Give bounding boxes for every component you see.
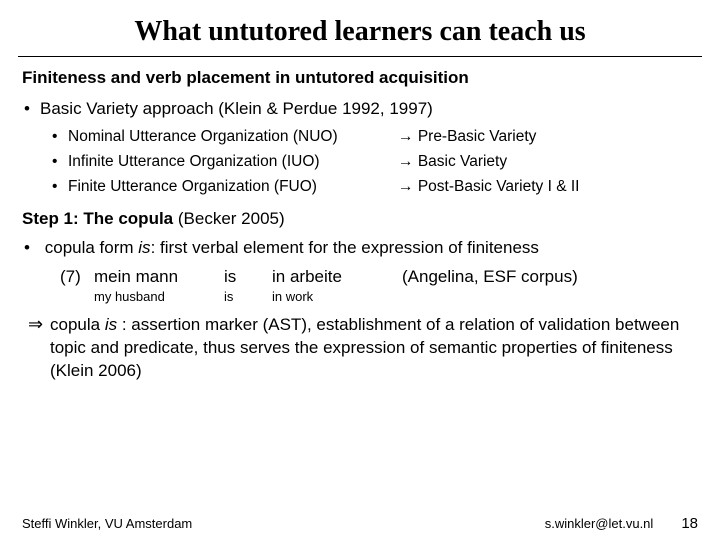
gloss-col4 (402, 288, 698, 306)
concl-post: : assertion marker (AST), establishment … (50, 315, 679, 380)
copula-is: is (138, 238, 150, 257)
conclusion-text: copula is : assertion marker (AST), esta… (50, 314, 698, 383)
example-block: (7) mein mann is in arbeite (Angelina, E… (60, 266, 698, 306)
bullet-basic-variety: Basic Variety approach (Klein & Perdue 1… (40, 98, 698, 121)
sub-bullet-iuo: Infinite Utterance Organization (IUO) → … (68, 152, 698, 173)
sub-bullet-right: → Basic Variety (398, 152, 698, 173)
slide-body: Finiteness and verb placement in untutor… (0, 67, 720, 383)
double-arrow-icon: ⇒ (28, 314, 50, 383)
slide: What untutored learners can teach us Fin… (0, 0, 720, 540)
gloss-col1: my husband (94, 288, 224, 306)
conclusion: ⇒ copula is : assertion marker (AST), es… (28, 314, 698, 383)
arrow-icon: → (398, 178, 414, 195)
sub-bullet-right: → Pre-Basic Variety (398, 127, 698, 148)
concl-pre: copula (50, 315, 105, 334)
example-number: (7) (60, 266, 94, 289)
example-row-gloss: my husband is in work (60, 288, 698, 306)
example-col3: in arbeite (272, 266, 402, 289)
sub-bullet-left: Finite Utterance Organization (FUO) (68, 177, 398, 198)
footer-right: s.winkler@let.vu.nl 18 (545, 515, 698, 532)
example-col2: is (224, 266, 272, 289)
arrow-icon: → (398, 128, 414, 145)
sub-bullet-right-text: Pre-Basic Variety (418, 128, 537, 145)
sub-bullet-left: Infinite Utterance Organization (IUO) (68, 152, 398, 173)
page-number: 18 (681, 515, 698, 532)
sub-bullet-right-text: Basic Variety (418, 153, 507, 170)
sub-bullet-nuo: Nominal Utterance Organization (NUO) → P… (68, 127, 698, 148)
bullet-copula: copula form is: first verbal element for… (40, 237, 698, 260)
footer-email: s.winkler@let.vu.nl (545, 516, 654, 531)
footer: Steffi Winkler, VU Amsterdam s.winkler@l… (0, 515, 720, 532)
subheading: Finiteness and verb placement in untutor… (22, 67, 698, 90)
example-source: (Angelina, ESF corpus) (402, 266, 698, 289)
footer-author: Steffi Winkler, VU Amsterdam (22, 516, 192, 531)
sub-bullet-left: Nominal Utterance Organization (NUO) (68, 127, 398, 148)
step-ref: (Becker 2005) (173, 209, 285, 228)
copula-pre: copula form (45, 238, 139, 257)
concl-is: is (105, 315, 117, 334)
example-col1: mein mann (94, 266, 224, 289)
title-rule (18, 56, 702, 57)
sub-bullet-right-text: Post-Basic Variety I & II (418, 178, 580, 195)
gloss-col2: is (224, 288, 272, 306)
gloss-spacer (60, 288, 94, 306)
sub-bullet-right: → Post-Basic Variety I & II (398, 177, 698, 198)
arrow-icon: → (398, 153, 414, 170)
step-label: Step 1: The copula (22, 209, 173, 228)
copula-post: : first verbal element for the expressio… (151, 238, 539, 257)
step-heading: Step 1: The copula (Becker 2005) (22, 208, 698, 231)
sub-bullet-fuo: Finite Utterance Organization (FUO) → Po… (68, 177, 698, 198)
gloss-col3: in work (272, 288, 402, 306)
example-row-main: (7) mein mann is in arbeite (Angelina, E… (60, 266, 698, 289)
slide-title: What untutored learners can teach us (0, 0, 720, 56)
